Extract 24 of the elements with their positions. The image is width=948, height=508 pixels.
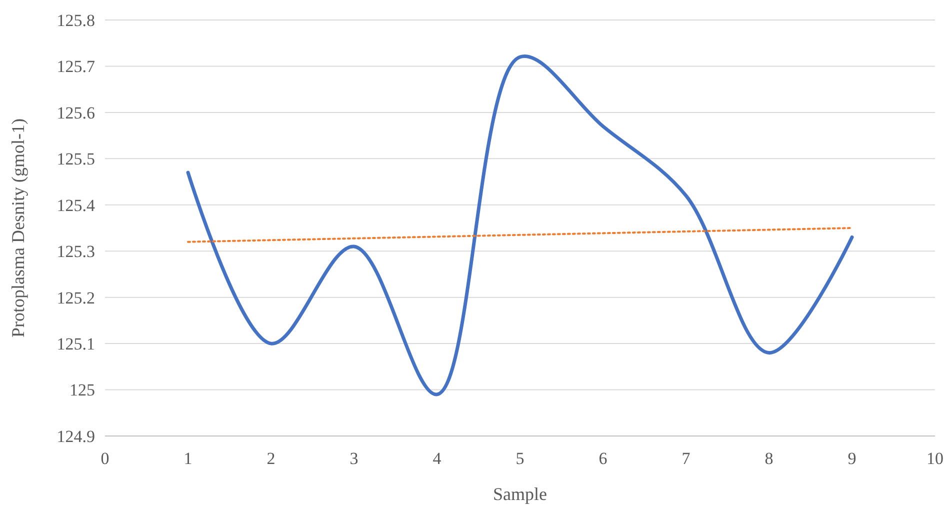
x-tick-label: 10 <box>926 449 944 468</box>
x-tick-label: 5 <box>516 449 524 468</box>
y-axis-title: Protoplasma Desnity (gmol-1) <box>8 118 28 338</box>
y-tick-label: 125 <box>70 380 95 400</box>
y-tick-label: 125.7 <box>56 57 96 76</box>
y-tick-label: 125.5 <box>56 150 95 169</box>
x-tick-label: 3 <box>350 449 358 468</box>
line-series <box>186 55 854 396</box>
y-tick-label: 125.1 <box>56 334 95 354</box>
y-tick-label: 125.8 <box>56 10 95 30</box>
x-tick-label: 4 <box>432 449 442 468</box>
x-tick-label: 6 <box>598 449 608 468</box>
y-tick-label: 125.4 <box>56 196 96 215</box>
x-tick-label: 9 <box>848 449 856 468</box>
y-tick-label: 125.2 <box>56 288 95 308</box>
y-tick-label: 124.9 <box>56 426 95 446</box>
x-tick-label: 1 <box>184 449 192 468</box>
x-axis-title: Sample <box>493 484 547 504</box>
x-tick-label: 0 <box>100 449 110 468</box>
y-tick-label: 125.3 <box>56 242 95 262</box>
x-tick-label: 8 <box>764 449 774 468</box>
x-tick-label: 7 <box>682 449 691 468</box>
y-tick-label: 125.6 <box>56 103 95 122</box>
x-tick-label: 2 <box>266 449 276 468</box>
